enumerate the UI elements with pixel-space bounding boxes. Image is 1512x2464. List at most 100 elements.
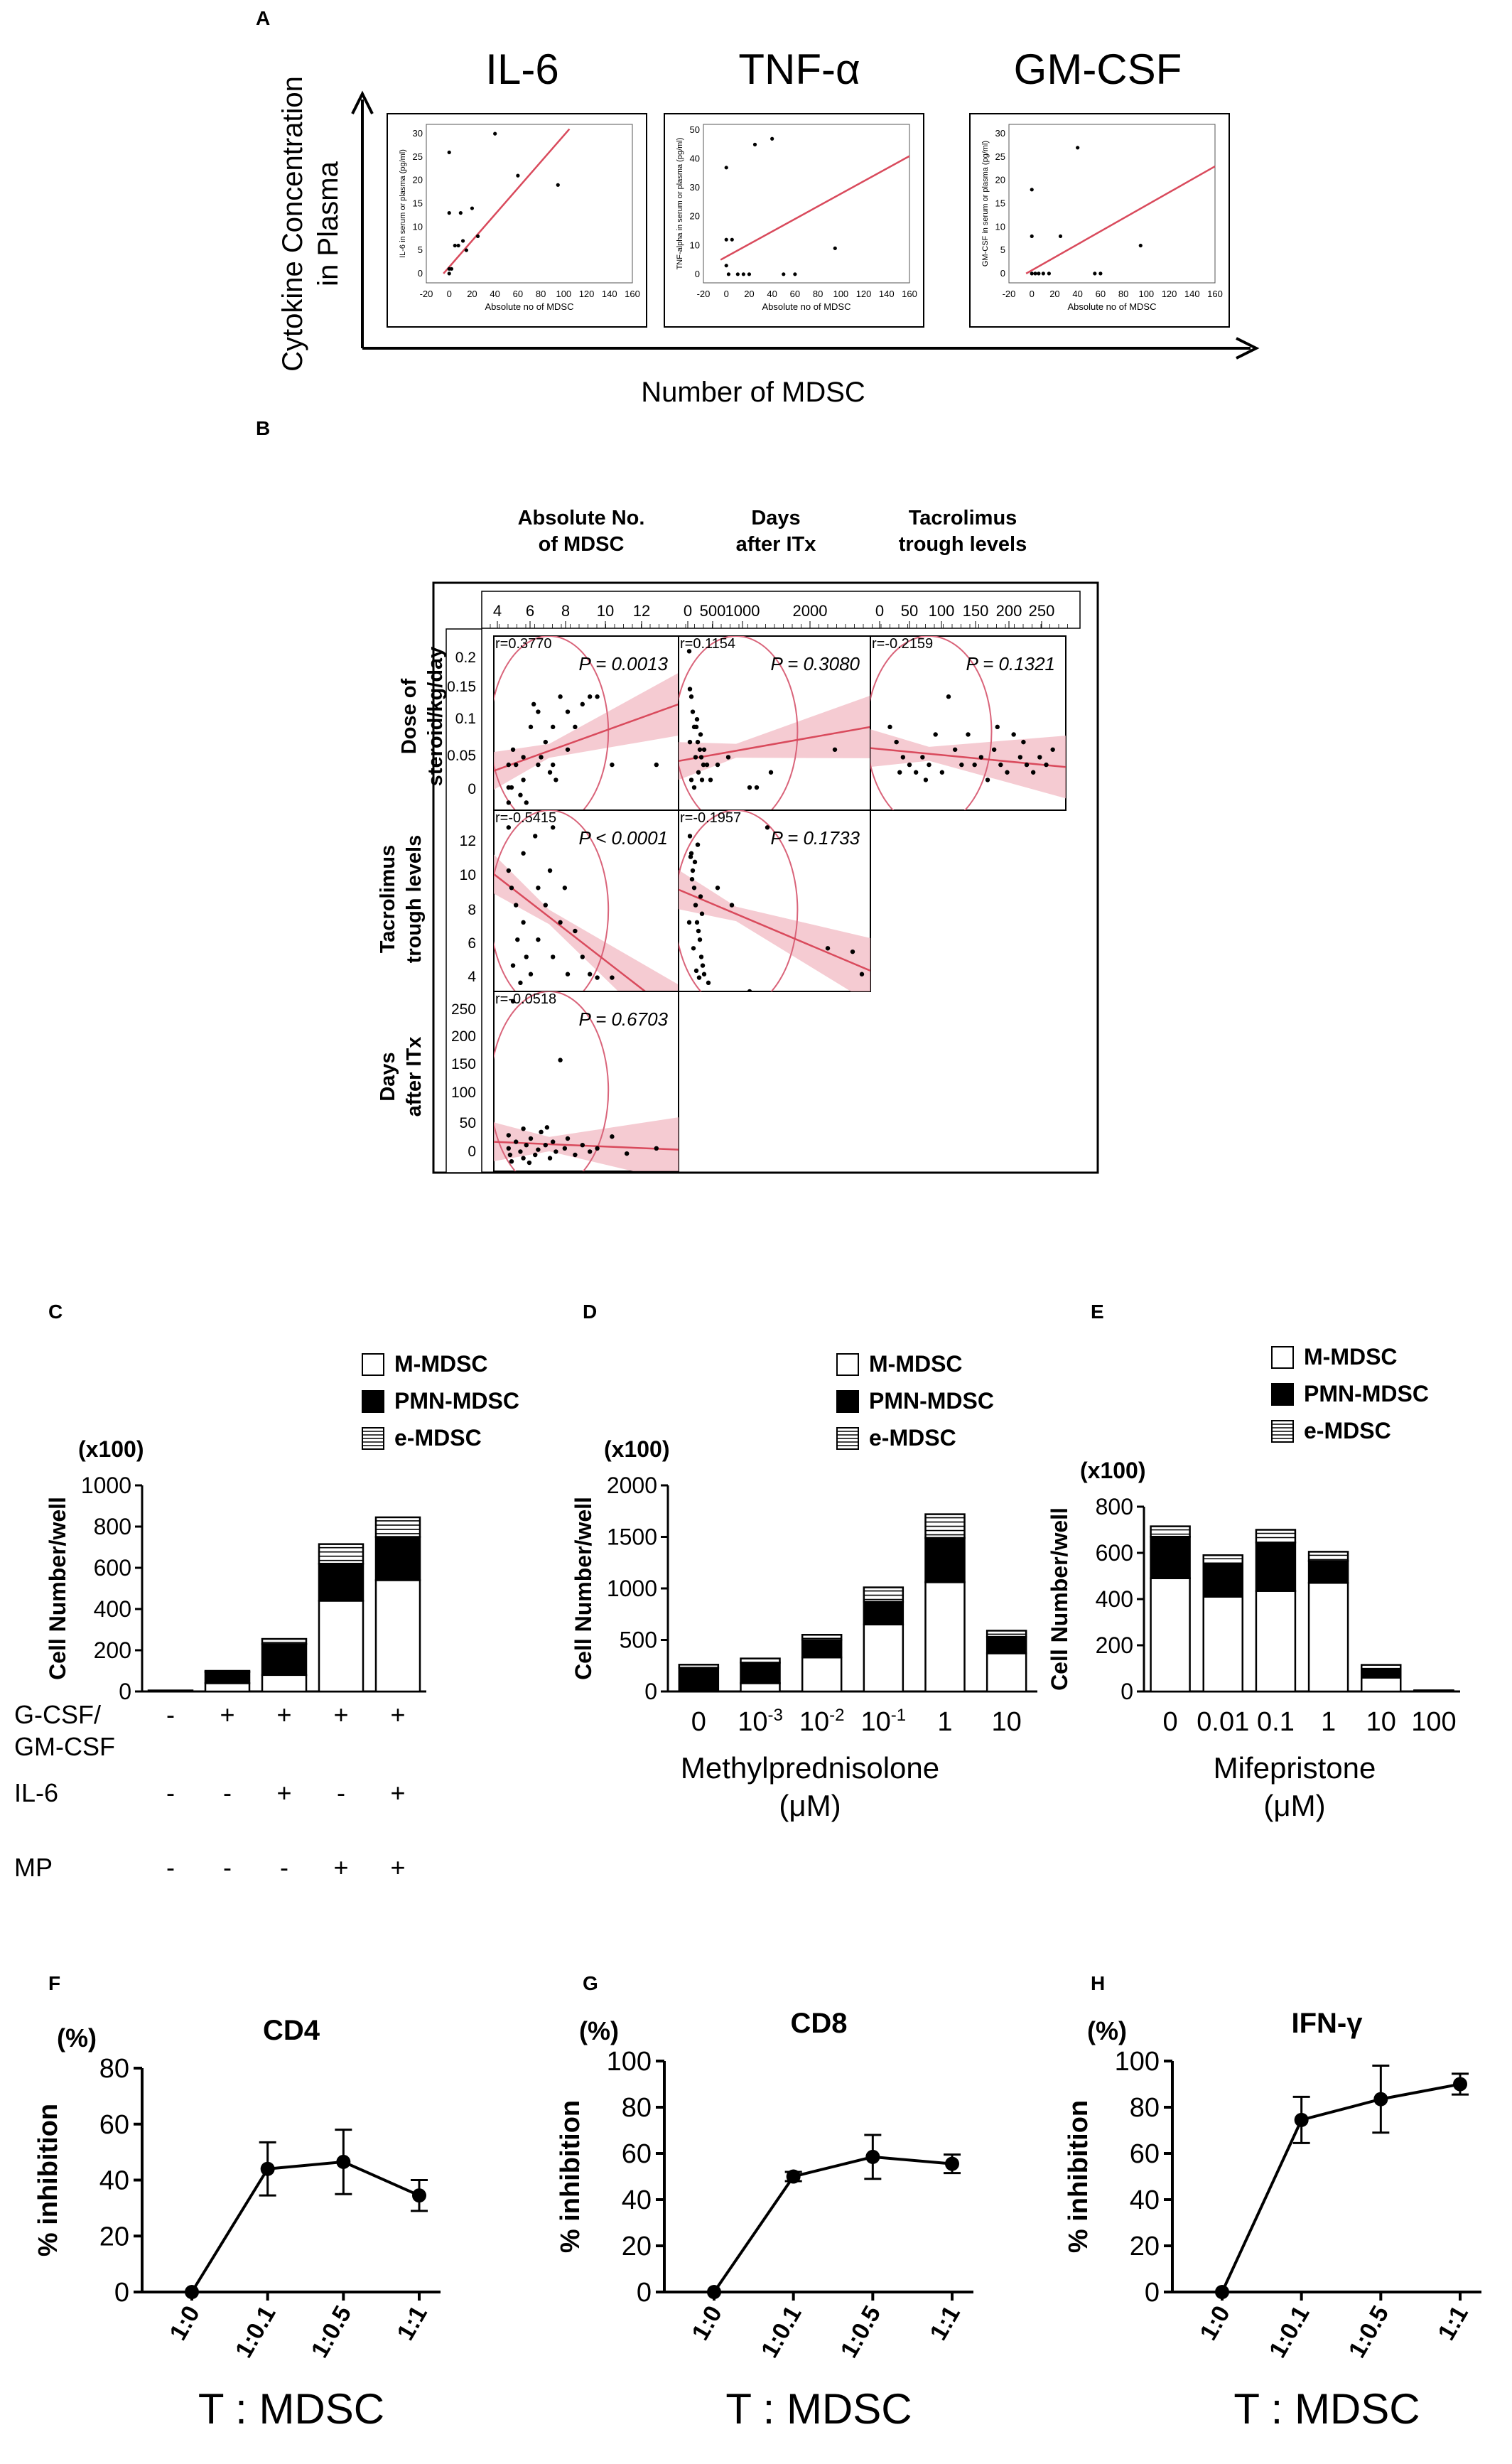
panel-b-top-tick-label: 10 xyxy=(597,602,614,620)
panel-b-left-tick-label: 6 xyxy=(468,935,476,952)
line-x-axis-label: T : MDSC xyxy=(725,2385,912,2433)
line-y-tick-label: 60 xyxy=(1130,2139,1160,2169)
bar-y-tick-label: 500 xyxy=(620,1628,657,1653)
panel-b-cell-content xyxy=(679,636,870,810)
bar-segment-pmn-mdsc xyxy=(1361,1668,1402,1679)
panel-b-data-point xyxy=(695,842,701,847)
inset-y-tick-label: 0 xyxy=(1000,268,1005,279)
inset-y-axis-label: TNF-alpha in serum or plasma (pg/ml) xyxy=(676,138,684,270)
bar-segment-pmn-mdsc xyxy=(261,1643,308,1677)
inset-fit-line xyxy=(1025,165,1216,274)
inset-data-point xyxy=(1138,243,1143,248)
panel-b-data-point xyxy=(551,1139,556,1144)
inset-data-point xyxy=(1037,271,1041,276)
inset-x-tick-label: 80 xyxy=(1118,289,1128,299)
panel-b-data-point xyxy=(998,762,1003,768)
panel-b-data-point xyxy=(688,851,694,856)
inset-x-tick-label: -20 xyxy=(1003,289,1016,299)
panel-letter-f: F xyxy=(48,1972,60,1994)
line-series xyxy=(1221,2082,1461,2293)
panel-b-data-point xyxy=(693,724,699,730)
panel-b-data-point xyxy=(558,694,563,699)
panel-b-col-header-3b: trough levels xyxy=(899,533,1027,556)
panel-b-top-axis-strip xyxy=(481,591,1081,629)
panel-b-data-point xyxy=(543,739,548,745)
panel-b-cell-content xyxy=(494,991,679,1171)
panel-b-row-header-3a: Days xyxy=(377,1052,399,1101)
legend-label-pmn-mdsc: PMN-MDSC xyxy=(869,1388,994,1414)
panel-b-data-point xyxy=(506,1133,511,1138)
panel-b-data-point xyxy=(565,709,571,714)
bar-y-tick-label: 200 xyxy=(94,1637,131,1663)
line-series xyxy=(713,2155,953,2293)
panel-b-data-point xyxy=(509,1159,514,1164)
panel-b-left-tick-label: 200 xyxy=(451,1028,476,1045)
bar-segment-e-mdsc xyxy=(1202,1554,1243,1566)
panel-b-data-point xyxy=(686,920,692,925)
panel-b-fit-line xyxy=(494,703,679,772)
line-y-tick-label: 20 xyxy=(1130,2232,1160,2261)
panel-b-data-point xyxy=(506,825,511,830)
panel-b-data-point xyxy=(698,755,704,760)
bar-segment-e-mdsc xyxy=(1255,1529,1297,1544)
panel-b-p-value: P = 0.0013 xyxy=(578,653,668,674)
panel-b-data-point xyxy=(850,949,855,954)
inset-data-point xyxy=(449,267,454,271)
panel-b-data-point xyxy=(521,851,526,856)
panel-b-data-point xyxy=(610,1134,615,1139)
bar-segment-pmn-mdsc xyxy=(204,1671,251,1684)
panel-b-data-point xyxy=(610,975,615,980)
panel-b-data-point xyxy=(688,778,694,782)
legend-label-m-mdsc: M-MDSC xyxy=(394,1351,488,1377)
bar-x-tick-label: 10 xyxy=(1366,1707,1396,1737)
inset-x-tick-label: 80 xyxy=(536,289,546,299)
panel-b-data-point xyxy=(966,732,971,737)
line-y-tick-label: 20 xyxy=(622,2232,652,2261)
panel-b-left-tick-label: 0 xyxy=(468,781,476,797)
bar-segment-pmn-mdsc xyxy=(1202,1564,1243,1598)
panel-b: Absolute No. of MDSC Days after ITx Tacr… xyxy=(377,507,1099,1174)
condition-value: + xyxy=(276,1700,291,1729)
inset-y-tick-label: 50 xyxy=(690,124,700,135)
panel-b-data-point xyxy=(991,747,997,752)
panel-b-left-tick-label: 0.15 xyxy=(447,679,476,695)
line-y-axis-label: % inhibition xyxy=(33,2104,63,2256)
inset-data-point xyxy=(1058,234,1063,239)
line-x-tick-label: 1:1 xyxy=(1432,2301,1473,2345)
line-y-unit: (%) xyxy=(57,2023,97,2053)
panel-b-row-header-2a: Tacrolimus xyxy=(377,845,399,954)
inset-data-point xyxy=(793,272,797,276)
inset-data-point xyxy=(1093,271,1097,276)
panel-a-x-arrow xyxy=(1236,337,1260,360)
panel-b-data-point xyxy=(554,778,558,782)
panel-b-row-header-3b: after ITx xyxy=(403,1037,426,1117)
panel-b-confidence-band xyxy=(679,695,870,780)
panel-letter-g: G xyxy=(583,1972,598,1994)
inset-data-point xyxy=(724,264,728,268)
bar-segment-m-mdsc xyxy=(924,1581,966,1693)
panel-b-data-point xyxy=(533,1152,538,1158)
panel-b-data-point xyxy=(573,1152,578,1158)
panel-b-left-tick-label: 4 xyxy=(468,969,476,985)
panel-b-data-point xyxy=(691,946,696,951)
panel-b-left-tick-label: 250 xyxy=(451,1001,476,1018)
bar-x-unit: (μM) xyxy=(1263,1789,1325,1822)
legend-swatch-m-mdsc xyxy=(1271,1346,1294,1369)
legend-label-pmn-mdsc: PMN-MDSC xyxy=(1304,1381,1429,1406)
line-x-tick-label: 1:0.5 xyxy=(1344,2301,1395,2362)
panel-b-data-point xyxy=(701,747,707,752)
bar-segment-m-mdsc xyxy=(986,1652,1027,1693)
panel-d-bar-chart: 0 500 1000 1500 2000 (x100) Cell Number/well 0 1… xyxy=(571,1351,1037,1822)
condition-value: - xyxy=(166,1778,175,1807)
line-data-point xyxy=(260,2161,275,2176)
panel-b-row-header-2b: trough levels xyxy=(403,835,426,964)
condition-value: + xyxy=(333,1700,348,1729)
panel-b-data-point xyxy=(573,724,578,730)
line-x-tick-label: 1:1 xyxy=(392,2301,432,2345)
panel-b-left-tick-label: 0.2 xyxy=(455,650,476,666)
panel-b-data-point xyxy=(510,963,516,968)
line-y-tick-label: 40 xyxy=(99,2166,129,2196)
inset-data-point xyxy=(730,237,734,242)
panel-b-data-point xyxy=(972,762,977,768)
